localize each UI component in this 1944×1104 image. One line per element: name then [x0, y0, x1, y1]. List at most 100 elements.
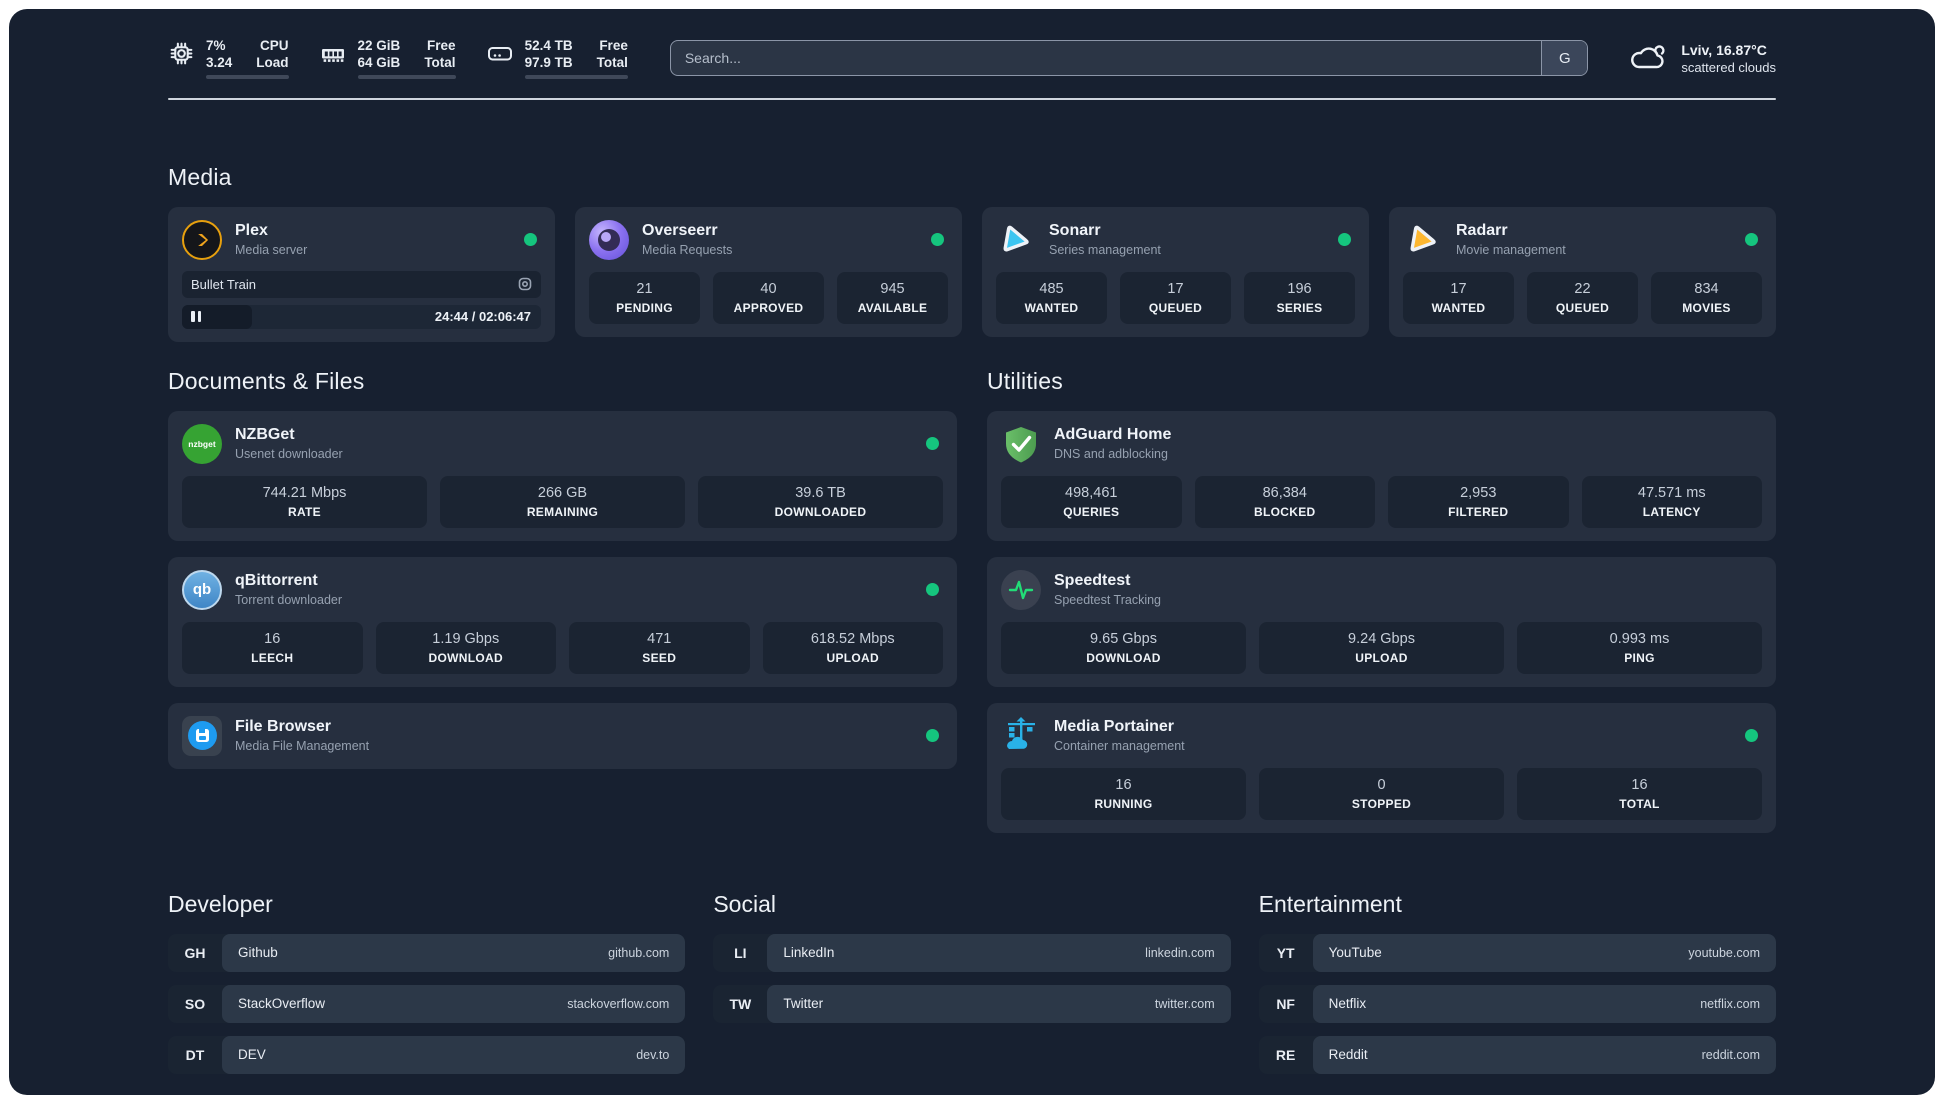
bookmark-abbr: YT — [1276, 944, 1295, 961]
stat-tile: 744.21 Mbps RATE — [182, 475, 427, 528]
stat-tile: 2,953 FILTERED — [1388, 475, 1569, 528]
gear-icon[interactable] — [518, 277, 532, 291]
stat-tile: 17 QUEUED — [1120, 271, 1231, 324]
bookmark-dev[interactable]: DT DEV dev.to — [168, 1035, 686, 1074]
stat-tile: 86,384 BLOCKED — [1194, 475, 1375, 528]
bookmark-url: stackoverflow.com — [567, 996, 670, 1011]
search-engine-button[interactable]: G — [1541, 41, 1588, 75]
search-bar[interactable]: G — [669, 40, 1589, 76]
cpu-label: CPU — [260, 38, 289, 53]
filebrowser-card[interactable]: File Browser Media File Management — [168, 702, 957, 769]
filebrowser-icon — [182, 715, 222, 756]
stat-tile: 22 QUEUED — [1527, 271, 1638, 324]
ram-progress-bar — [357, 75, 456, 79]
status-dot — [926, 437, 939, 450]
radarr-icon — [1403, 220, 1443, 260]
bookmark-reddit[interactable]: RE Reddit reddit.com — [1258, 1035, 1776, 1074]
plex-icon — [182, 219, 222, 260]
cpu-load-label: Load — [256, 55, 289, 70]
bookmark-twitter[interactable]: TW Twitter twitter.com — [713, 984, 1231, 1023]
bookmark-name: LinkedIn — [783, 945, 835, 960]
cloud-icon — [1626, 41, 1668, 75]
portainer-card[interactable]: Media Portainer Container management 16 R… — [987, 702, 1776, 833]
status-dot — [926, 583, 939, 596]
app-name: qBittorrent — [235, 571, 318, 589]
stat-tile: 9.65 Gbps DOWNLOAD — [1001, 621, 1246, 674]
status-dot — [1745, 233, 1758, 246]
stat-tile: 0 STOPPED — [1259, 767, 1504, 820]
search-input[interactable] — [670, 41, 1542, 75]
pause-icon[interactable] — [191, 311, 201, 322]
cpu-progress-bar — [206, 75, 289, 79]
radarr-card[interactable]: Radarr Movie management 17 WANTED 22 QUEUE… — [1389, 206, 1776, 337]
bookmark-abbr: GH — [184, 944, 206, 961]
qbittorrent-card[interactable]: qb qBittorrent Torrent downloader 16 LEEC… — [168, 556, 957, 687]
status-dot — [926, 729, 939, 742]
disk-total-label: Total — [596, 55, 628, 70]
bookmark-name: DEV — [238, 1047, 266, 1062]
status-dot — [931, 233, 944, 246]
ram-total: 64 GiB — [357, 55, 401, 70]
overseerr-icon — [589, 219, 629, 260]
overseerr-card[interactable]: Overseerr Media Requests 21 PENDING 40 APP… — [575, 206, 962, 337]
app-desc: Series management — [1049, 242, 1161, 257]
status-dot — [1338, 233, 1351, 246]
stat-tile: 618.52 Mbps UPLOAD — [762, 621, 943, 674]
speedtest-icon — [1001, 569, 1041, 610]
sonarr-card[interactable]: Sonarr Series management 485 WANTED 17 QUE… — [982, 206, 1369, 337]
status-dot — [1745, 729, 1758, 742]
nzbget-card[interactable]: nzbget NZBGet Usenet downloader 744.21 M… — [168, 410, 957, 541]
stat-tile: 485 WANTED — [996, 271, 1107, 324]
bookmark-github[interactable]: GH Github github.com — [168, 933, 686, 972]
stat-tile: 17 WANTED — [1403, 271, 1514, 324]
stat-tile: 47.571 ms LATENCY — [1581, 475, 1762, 528]
stat-tile: 196 SERIES — [1244, 271, 1355, 324]
stat-tile: 39.6 TB DOWNLOADED — [698, 475, 943, 528]
qbittorrent-icon: qb — [182, 569, 222, 610]
stat-tile: 40 APPROVED — [713, 271, 824, 324]
stat-tile: 0.993 ms PING — [1517, 621, 1762, 674]
bookmark-name: YouTube — [1328, 945, 1382, 960]
bookmark-name: Twitter — [783, 996, 824, 1011]
stat-tile: 945 AVAILABLE — [837, 271, 948, 324]
bookmark-url: dev.to — [636, 1047, 670, 1062]
app-desc: Usenet downloader — [235, 446, 343, 461]
app-desc: Media File Management — [235, 738, 370, 753]
disk-stat: 52.4 TB Free 97.9 TB Total — [486, 37, 628, 79]
stat-tile: 266 GB REMAINING — [440, 475, 685, 528]
bookmark-stackoverflow[interactable]: SO StackOverflow stackoverflow.com — [168, 984, 686, 1023]
bookmark-name: StackOverflow — [238, 996, 326, 1011]
bookmark-group-social: Social LI LinkedIn linkedin.com TW — [713, 891, 1231, 1074]
cpu-stat: 7% CPU 3.24 Load — [168, 37, 289, 79]
section-title-utilities: Utilities — [987, 367, 1063, 394]
adguard-card[interactable]: AdGuard Home DNS and adblocking 498,461 Q… — [987, 410, 1776, 541]
header-divider — [168, 98, 1776, 100]
speedtest-card[interactable]: Speedtest Speedtest Tracking 9.65 Gbps DO… — [987, 556, 1776, 687]
bookmark-youtube[interactable]: YT YouTube youtube.com — [1258, 933, 1776, 972]
bookmark-url: youtube.com — [1688, 945, 1760, 960]
status-dot — [524, 233, 537, 246]
now-playing-bar: Bullet Train — [182, 270, 541, 298]
now-playing-title: Bullet Train — [191, 276, 257, 292]
dashboard: 7% CPU 3.24 Load — [9, 9, 1935, 1095]
stat-tile: 471 SEED — [569, 621, 750, 674]
stat-tile: 16 TOTAL — [1517, 767, 1762, 820]
player-time: 24:44 / 02:06:47 — [434, 309, 531, 324]
player-progress[interactable]: 24:44 / 02:06:47 — [182, 304, 541, 329]
section-title-media: Media — [168, 163, 232, 190]
bookmark-url: github.com — [608, 945, 670, 960]
bookmark-name: Netflix — [1328, 996, 1367, 1011]
bookmark-linkedin[interactable]: LI LinkedIn linkedin.com — [713, 933, 1231, 972]
app-desc: Container management — [1054, 738, 1185, 753]
disk-progress-bar — [524, 75, 628, 79]
app-desc: Torrent downloader — [235, 592, 343, 607]
stat-tile: 16 LEECH — [182, 621, 363, 674]
bookmark-netflix[interactable]: NF Netflix netflix.com — [1258, 984, 1776, 1023]
app-name: Media Portainer — [1054, 717, 1175, 735]
plex-card[interactable]: Plex Media server Bullet Train — [168, 206, 555, 342]
stat-tile: 16 RUNNING — [1001, 767, 1246, 820]
bookmark-name: Reddit — [1328, 1047, 1368, 1062]
weather-condition: scattered clouds — [1681, 59, 1776, 75]
disk-free: 52.4 TB — [524, 38, 573, 53]
bookmark-abbr: LI — [734, 944, 747, 961]
